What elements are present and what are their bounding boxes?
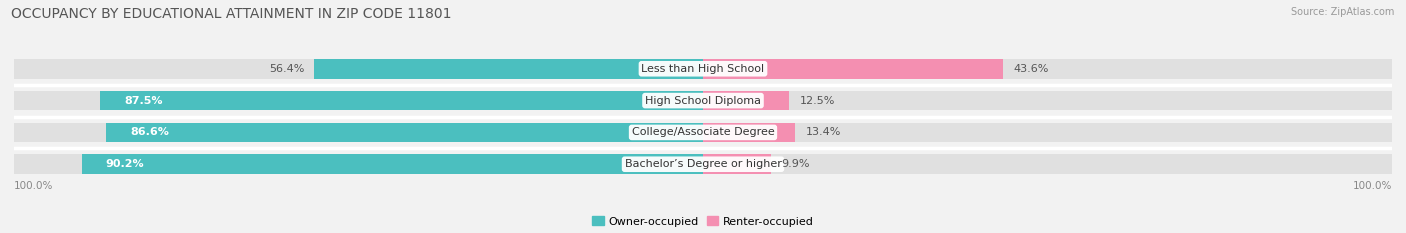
Text: 100.0%: 100.0% <box>14 181 53 191</box>
Text: OCCUPANCY BY EDUCATIONAL ATTAINMENT IN ZIP CODE 11801: OCCUPANCY BY EDUCATIONAL ATTAINMENT IN Z… <box>11 7 451 21</box>
Text: 56.4%: 56.4% <box>269 64 304 74</box>
Bar <box>14 91 1392 110</box>
Bar <box>100 91 703 110</box>
Text: 12.5%: 12.5% <box>800 96 835 106</box>
Text: Bachelor’s Degree or higher: Bachelor’s Degree or higher <box>624 159 782 169</box>
Legend: Owner-occupied, Renter-occupied: Owner-occupied, Renter-occupied <box>588 212 818 231</box>
Bar <box>703 123 796 142</box>
Text: 13.4%: 13.4% <box>806 127 841 137</box>
Bar <box>315 59 703 79</box>
Bar <box>14 59 1392 79</box>
Bar <box>14 154 1392 174</box>
Text: 86.6%: 86.6% <box>131 127 169 137</box>
Text: 100.0%: 100.0% <box>1353 181 1392 191</box>
Text: 9.9%: 9.9% <box>782 159 810 169</box>
Text: Less than High School: Less than High School <box>641 64 765 74</box>
Bar <box>107 123 703 142</box>
Text: 43.6%: 43.6% <box>1014 64 1049 74</box>
Text: College/Associate Degree: College/Associate Degree <box>631 127 775 137</box>
Text: 87.5%: 87.5% <box>124 96 163 106</box>
Text: 90.2%: 90.2% <box>105 159 145 169</box>
Bar <box>703 59 1004 79</box>
Bar <box>703 154 772 174</box>
Bar <box>82 154 703 174</box>
Bar <box>703 91 789 110</box>
Text: High School Diploma: High School Diploma <box>645 96 761 106</box>
Text: Source: ZipAtlas.com: Source: ZipAtlas.com <box>1291 7 1395 17</box>
Bar <box>14 123 1392 142</box>
